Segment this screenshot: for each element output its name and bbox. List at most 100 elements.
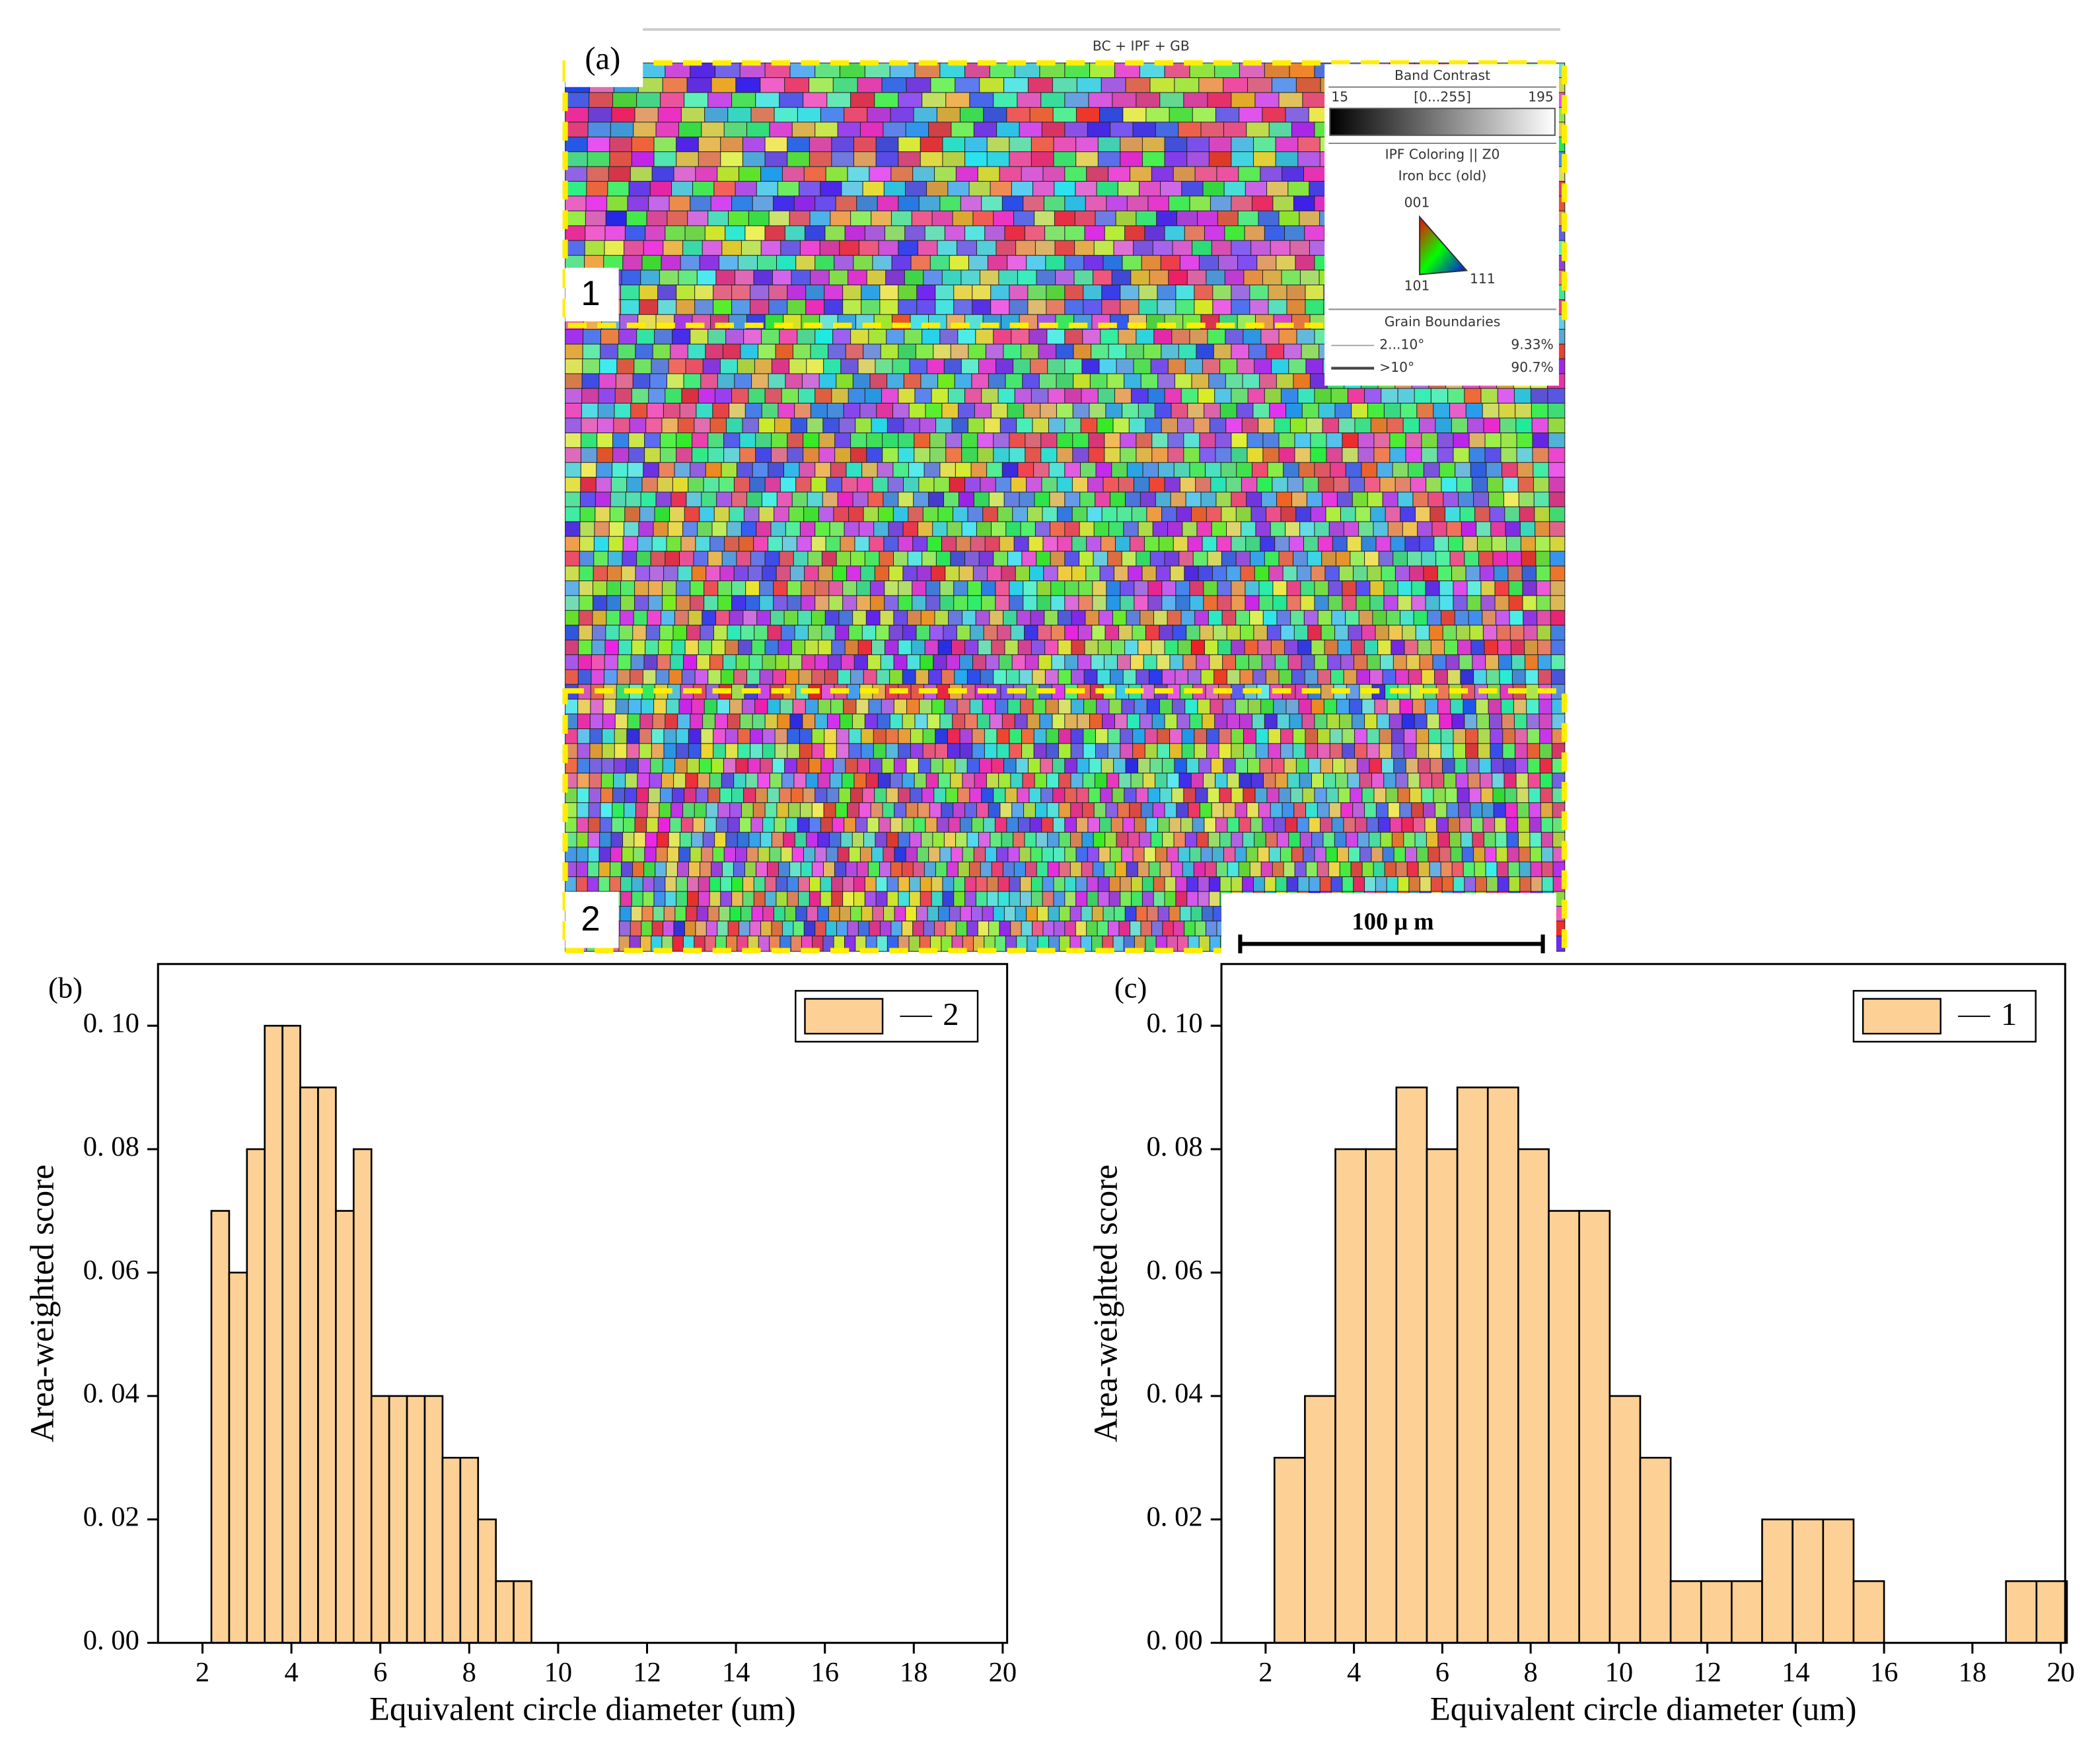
grain: [611, 107, 636, 123]
grain: [1370, 506, 1387, 523]
grain: [1496, 847, 1509, 863]
grain: [880, 343, 900, 360]
grain: [1292, 728, 1307, 745]
grain: [1121, 551, 1138, 567]
grain: [1184, 565, 1200, 582]
grain: [1351, 402, 1369, 419]
grain: [1332, 536, 1348, 553]
grain: [1031, 388, 1049, 404]
grain: [639, 728, 653, 745]
grain: [793, 773, 807, 789]
grain: [904, 225, 926, 242]
grain: [1246, 847, 1259, 863]
grain: [767, 787, 781, 804]
grain: [638, 521, 655, 538]
grain: [854, 536, 871, 553]
grain: [1009, 284, 1029, 301]
grain: [1080, 417, 1098, 434]
grain: [1007, 699, 1022, 715]
grain: [1508, 876, 1521, 893]
grain: [1361, 462, 1378, 479]
grain: [1464, 388, 1482, 404]
grain: [846, 565, 862, 582]
grain: [1064, 787, 1078, 804]
grain: [1164, 151, 1188, 168]
grain: [907, 551, 923, 567]
grain: [1464, 551, 1480, 567]
grain: [642, 876, 655, 893]
grain: [741, 240, 762, 256]
grain: [1043, 565, 1059, 582]
grain: [723, 432, 741, 449]
grain: [598, 847, 612, 863]
grain: [945, 447, 963, 464]
grain: [1397, 491, 1414, 508]
grain: [1453, 743, 1466, 759]
grain: [935, 551, 952, 567]
grain: [861, 462, 879, 479]
grain: [1343, 669, 1358, 685]
grain: [776, 876, 789, 893]
grain: [620, 299, 640, 316]
grain: [750, 743, 764, 759]
grain: [676, 861, 690, 878]
grain: [1444, 506, 1461, 523]
y-tick-label: 0. 00: [1147, 1625, 1203, 1656]
grain: [1250, 240, 1272, 256]
grain: [642, 891, 655, 907]
grain: [1126, 861, 1139, 878]
grain: [1350, 787, 1363, 804]
grain: [1250, 817, 1264, 833]
grain: [1280, 743, 1294, 759]
grain: [1096, 699, 1110, 715]
grain: [864, 551, 881, 567]
grain: [1547, 402, 1566, 419]
y-tick-label: 0. 06: [83, 1255, 139, 1286]
grain: [699, 506, 715, 523]
grain: [788, 654, 803, 671]
grain: [1235, 506, 1252, 523]
grain: [804, 639, 819, 656]
grain: [917, 802, 931, 819]
grain: [966, 921, 979, 937]
legend-swatch: [804, 998, 884, 1035]
grain: [957, 329, 977, 345]
grain: [890, 817, 903, 833]
grain: [929, 432, 947, 449]
grain: [1513, 713, 1528, 730]
grain: [1361, 699, 1376, 715]
grain: [612, 447, 630, 464]
grain: [881, 699, 895, 715]
grain: [1099, 565, 1115, 582]
grain: [665, 891, 677, 907]
x-tick-label: 20: [989, 1657, 1017, 1688]
grain: [1377, 639, 1392, 656]
grain: [1005, 373, 1023, 390]
grain: [1194, 299, 1214, 316]
grain: [678, 699, 693, 715]
grain: [723, 847, 737, 863]
grain: [1437, 432, 1455, 449]
grain: [1151, 713, 1166, 730]
grain: [1391, 639, 1406, 656]
grain: [1219, 358, 1239, 375]
grain: [806, 905, 819, 923]
grain: [779, 477, 797, 493]
grain: [1078, 551, 1095, 567]
grain: [1217, 639, 1233, 656]
grain: [1123, 521, 1140, 538]
grain: [757, 773, 771, 789]
grain: [1231, 743, 1245, 759]
grain: [815, 921, 827, 937]
grain: [1013, 358, 1032, 375]
grain: [1124, 905, 1138, 923]
grain: [960, 269, 981, 286]
grain: [1140, 921, 1153, 937]
grain: [1044, 669, 1060, 685]
grain: [565, 565, 581, 582]
grain: [808, 625, 823, 641]
grain: [1161, 580, 1177, 597]
grain: [939, 195, 962, 212]
grain: [1243, 743, 1257, 759]
grain: [1118, 921, 1131, 937]
